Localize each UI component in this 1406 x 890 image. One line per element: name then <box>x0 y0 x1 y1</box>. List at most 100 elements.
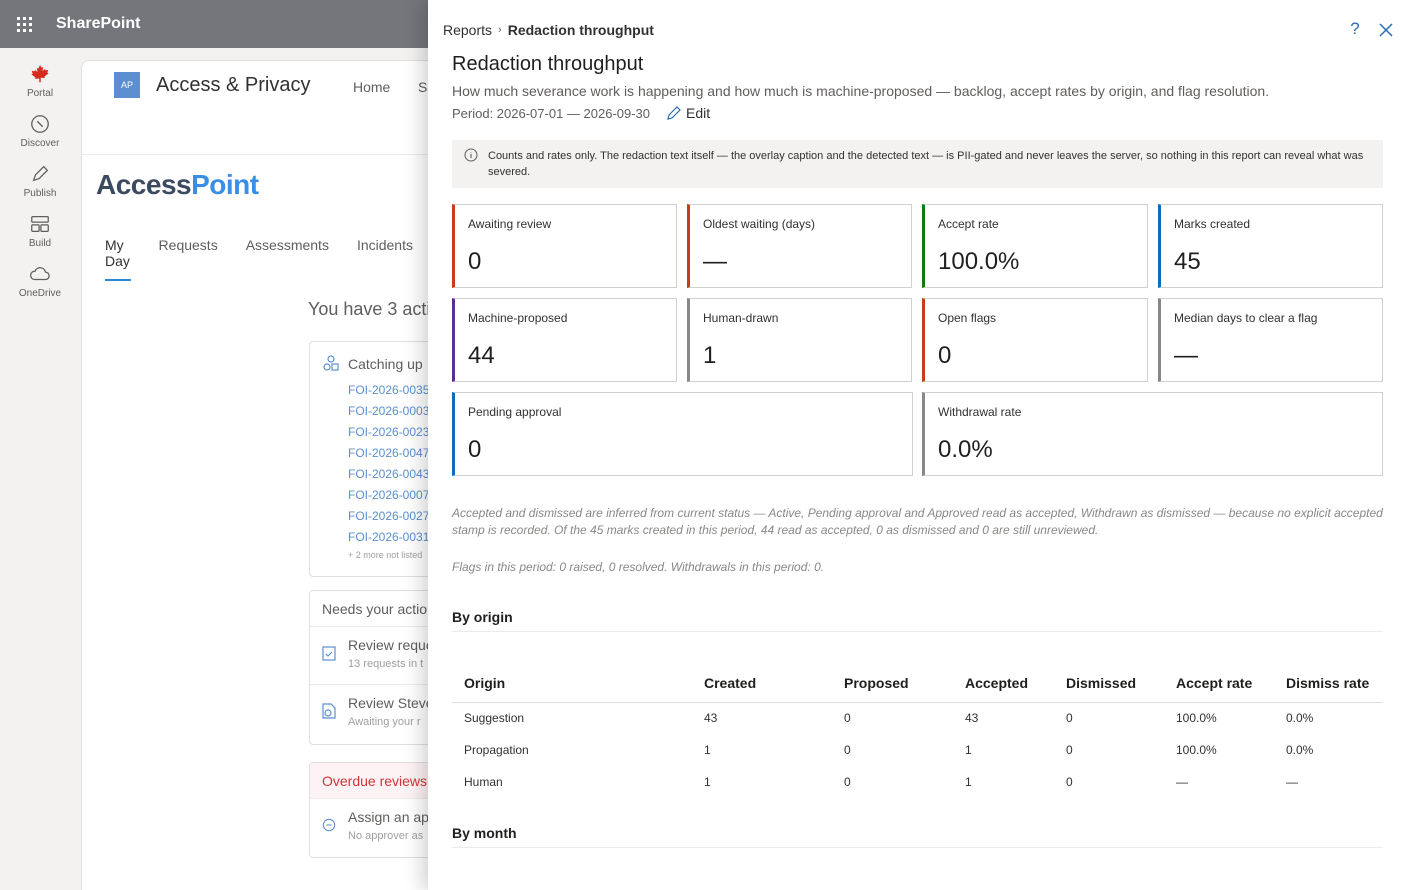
kpi-value: 100.0% <box>938 248 1020 275</box>
table-cell: 1 <box>965 743 972 757</box>
request-link[interactable]: FOI-2026-0043 <box>348 467 430 481</box>
table-cell: 1 <box>704 775 711 789</box>
suite-title[interactable]: SharePoint <box>56 15 141 32</box>
maple-leaf-icon <box>31 64 49 83</box>
request-link[interactable]: FOI-2026-0023 <box>348 425 430 439</box>
kpi-card: Median days to clear a flag — <box>1158 298 1383 382</box>
appbar-item-build[interactable]: Build <box>0 206 80 256</box>
tab-assessments[interactable]: Assessments <box>245 237 329 253</box>
kpi-label: Oldest waiting (days) <box>703 217 816 231</box>
overdue-row[interactable]: Assign an ap No approver as <box>310 799 441 857</box>
column-header[interactable]: Origin <box>452 664 692 703</box>
app-launcher-button[interactable] <box>0 0 48 48</box>
column-header[interactable]: Dismiss rate <box>1274 664 1383 703</box>
origin-table: Origin Created Proposed Accepted Dismiss… <box>452 664 1383 798</box>
kpi-label: Open flags <box>938 311 997 325</box>
tab-my-day[interactable]: My Day <box>105 237 131 281</box>
request-link[interactable]: FOI-2026-0007 <box>348 488 430 502</box>
needs-action-title: Needs your actio <box>310 591 441 627</box>
appbar-item-discover[interactable]: Discover <box>0 106 80 156</box>
table-cell: 0 <box>1066 711 1073 726</box>
table-cell: 0.0% <box>1286 711 1314 726</box>
table-cell: 100.0% <box>1176 711 1217 726</box>
site-nav-home[interactable]: Home <box>353 79 391 95</box>
request-link[interactable]: FOI-2026-0035 <box>348 383 430 397</box>
table-cell: 1 <box>704 743 711 757</box>
column-header[interactable]: Accepted <box>953 664 1054 703</box>
app-bar: Portal Discover Publish Build OneDrive <box>0 48 80 890</box>
action-title: Review reque <box>348 637 434 653</box>
kpi-value: 0 <box>938 342 952 369</box>
page-title: Redaction throughput <box>452 53 644 75</box>
tab-requests[interactable]: Requests <box>158 237 218 253</box>
breadcrumb-separator: › <box>498 24 502 36</box>
column-header[interactable]: Proposed <box>832 664 953 703</box>
kpi-card: Marks created 45 <box>1158 204 1383 288</box>
more-note: + 2 more not listed <box>348 550 423 560</box>
table-cell: 0 <box>844 711 851 726</box>
column-header[interactable]: Dismissed <box>1054 664 1164 703</box>
document-check-icon <box>322 703 336 719</box>
catching-up-card: Catching up FOI-2026-0035 FOI-2026-0003 … <box>309 341 441 577</box>
table-cell: 100.0% <box>1176 743 1217 757</box>
appbar-item-portal[interactable]: Portal <box>0 56 80 106</box>
overdue-row-title: Assign an ap <box>348 809 429 825</box>
site-logo[interactable]: AP <box>114 72 140 98</box>
brand-part-2: Point <box>191 169 259 200</box>
help-button[interactable]: ? <box>1350 19 1360 38</box>
edit-label: Edit <box>686 105 711 121</box>
table-cell: 0.0% <box>1286 743 1314 757</box>
inference-note: Accepted and dismissed are inferred from… <box>452 506 1383 537</box>
overdue-card: Overdue reviews Assign an ap No approver… <box>309 762 441 858</box>
action-row[interactable]: Review Steve Awaiting your r <box>310 685 441 743</box>
action-row[interactable]: Review reque 13 requests in t <box>310 627 441 685</box>
table-row: Human 1 0 1 0 — — <box>452 766 1383 798</box>
catching-up-header: Catching up <box>310 342 441 372</box>
request-link[interactable]: FOI-2026-0047 <box>348 446 430 460</box>
info-banner: Counts and rates only. The redaction tex… <box>452 140 1383 188</box>
column-header[interactable]: Created <box>692 664 832 703</box>
request-link[interactable]: FOI-2026-0003 <box>348 404 430 418</box>
compass-icon <box>31 115 49 133</box>
waffle-icon <box>16 16 32 32</box>
appbar-label: OneDrive <box>18 288 62 299</box>
catching-up-title: Catching up <box>348 356 423 372</box>
table-header-row: Origin Created Proposed Accepted Dismiss… <box>452 664 1383 703</box>
table-cell: Human <box>464 775 503 789</box>
close-icon[interactable] <box>1376 20 1396 40</box>
table-cell: 1 <box>965 775 972 789</box>
site-title[interactable]: Access & Privacy <box>156 74 311 96</box>
request-link[interactable]: FOI-2026-0031 <box>348 530 430 544</box>
tab-incidents[interactable]: Incidents <box>356 237 413 253</box>
kpi-card: Withdrawal rate 0.0% <box>922 392 1383 476</box>
site-nav-item[interactable]: Si <box>418 79 431 95</box>
table-cell: 0 <box>1066 743 1073 757</box>
kpi-value: — <box>1174 342 1198 369</box>
kpi-value: — <box>703 248 727 275</box>
table-row: Propagation 1 0 1 0 100.0% 0.0% <box>452 734 1383 766</box>
kpi-value: 0.0% <box>938 436 993 463</box>
kpi-card: Oldest waiting (days) — <box>687 204 912 288</box>
table-cell: 0 <box>1066 775 1073 789</box>
info-text: Counts and rates only. The redaction tex… <box>488 150 1364 178</box>
appbar-item-onedrive[interactable]: OneDrive <box>0 256 80 306</box>
breadcrumb-reports[interactable]: Reports <box>443 22 493 38</box>
appbar-item-publish[interactable]: Publish <box>0 156 80 206</box>
minus-circle-icon <box>322 818 336 832</box>
kpi-label: Human-drawn <box>703 311 779 325</box>
report-panel: Reports › Redaction throughput ? Redacti… <box>428 0 1406 890</box>
kpi-card: Human-drawn 1 <box>687 298 912 382</box>
table-cell: 0 <box>844 743 851 757</box>
kpi-card: Open flags 0 <box>922 298 1148 382</box>
kpi-card: Pending approval 0 <box>452 392 913 476</box>
column-header[interactable]: Accept rate <box>1164 664 1274 703</box>
brand-part-1: Access <box>96 169 192 200</box>
action-subtitle: Awaiting your r <box>348 716 421 728</box>
request-link[interactable]: FOI-2026-0027 <box>348 509 430 523</box>
table-cell: — <box>1176 775 1188 789</box>
site-page: AP Access & Privacy Home Si AccessPoint … <box>81 60 441 890</box>
catching-up-list: FOI-2026-0035 FOI-2026-0003 FOI-2026-002… <box>310 380 441 548</box>
needs-action-card: Needs your actio Review reque 13 request… <box>309 590 441 745</box>
edit-period-button[interactable]: Edit <box>666 105 710 121</box>
kpi-card: Machine-proposed 44 <box>452 298 677 382</box>
